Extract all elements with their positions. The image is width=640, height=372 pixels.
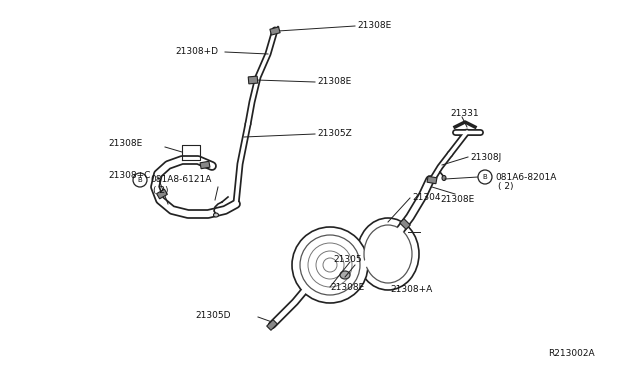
Text: 21305D: 21305D: [195, 311, 230, 320]
Text: 21308E: 21308E: [108, 140, 142, 148]
Ellipse shape: [442, 176, 446, 180]
Ellipse shape: [364, 225, 412, 283]
Circle shape: [133, 173, 147, 187]
Text: ( 2): ( 2): [498, 183, 513, 192]
Ellipse shape: [214, 213, 218, 217]
Text: R213002A: R213002A: [548, 350, 595, 359]
Text: 21308+C: 21308+C: [108, 171, 150, 180]
Circle shape: [478, 170, 492, 184]
Text: ( 2): ( 2): [153, 186, 168, 195]
Text: 21305: 21305: [333, 256, 362, 264]
Bar: [427, 176, 437, 184]
Bar: [248, 76, 258, 84]
Ellipse shape: [340, 271, 350, 279]
Text: 21308E: 21308E: [357, 22, 391, 31]
Text: 21308E: 21308E: [440, 196, 474, 205]
Bar: [270, 27, 280, 35]
Circle shape: [292, 227, 368, 303]
Text: 21308E: 21308E: [330, 283, 364, 292]
Bar: [267, 320, 277, 330]
Text: 21305Z: 21305Z: [317, 129, 352, 138]
Text: 081A6-8201A: 081A6-8201A: [495, 173, 556, 182]
Ellipse shape: [357, 218, 419, 290]
Bar: [200, 161, 210, 169]
Text: 21331: 21331: [450, 109, 479, 119]
Text: 21308+D: 21308+D: [175, 48, 218, 57]
Text: 21308E: 21308E: [317, 77, 351, 87]
Text: 081A8-6121A: 081A8-6121A: [150, 176, 211, 185]
Text: 21308+A: 21308+A: [390, 285, 432, 294]
Circle shape: [300, 235, 360, 295]
Text: 21304: 21304: [412, 193, 440, 202]
Text: B: B: [138, 177, 142, 183]
Text: 21308J: 21308J: [470, 153, 501, 161]
Bar: [400, 219, 410, 229]
Bar: [157, 189, 168, 199]
Text: B: B: [483, 174, 488, 180]
